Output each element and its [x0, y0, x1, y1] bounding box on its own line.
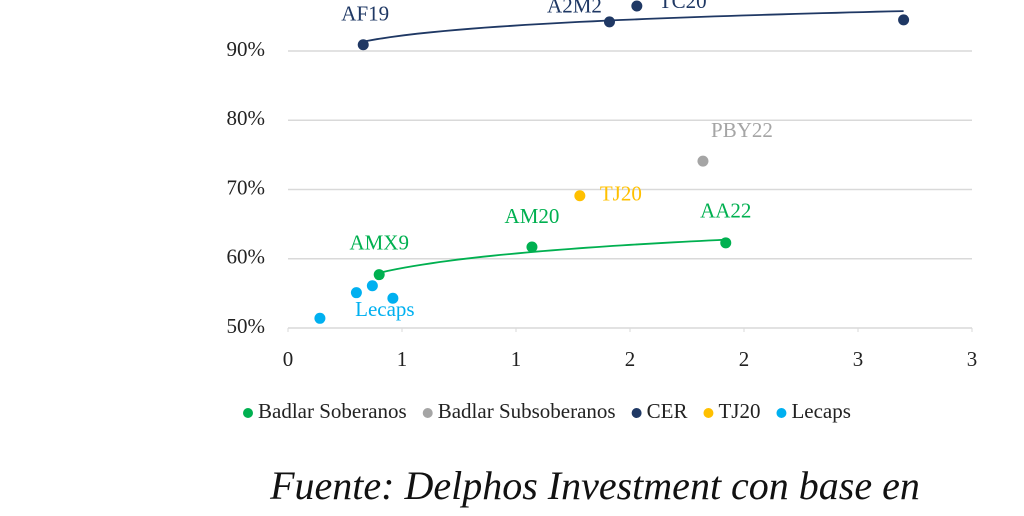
point [350, 287, 362, 299]
legend-marker [776, 408, 787, 418]
x-tick-label: 3 [967, 347, 978, 371]
legend-label: Lecaps [791, 399, 850, 423]
point [366, 280, 378, 292]
legend-marker [631, 408, 642, 418]
legend-marker [243, 408, 253, 418]
x-tick-label: 3 [853, 347, 864, 371]
y-tick-label: 90% [227, 37, 266, 61]
point [603, 16, 615, 28]
point-label: TJ20 [600, 182, 642, 206]
legend-label: CER [647, 399, 688, 423]
legend-label: Badlar Soberanos [258, 399, 407, 423]
point [387, 292, 399, 304]
point-label: AA22 [700, 199, 751, 223]
point-label: Lecaps [355, 297, 414, 321]
x-tick-label: 2 [625, 347, 636, 371]
point-label: AF19 [341, 2, 389, 26]
legend-marker [422, 408, 433, 418]
point [898, 14, 910, 26]
source-note: Fuente: Delphos Investment con base en [269, 463, 920, 508]
point [631, 0, 643, 12]
point-label: AMX9 [349, 230, 409, 254]
y-tick-label: 70% [227, 175, 266, 199]
point-label: AM20 [505, 204, 560, 228]
x-tick-label: 1 [397, 347, 408, 371]
legend-marker [703, 408, 714, 418]
y-tick-label: 80% [227, 106, 266, 130]
x-tick-label: 2 [739, 347, 750, 371]
y-tick-label: 60% [227, 245, 266, 269]
point [720, 237, 732, 249]
x-tick-label: 1 [511, 347, 522, 371]
point [697, 155, 709, 167]
point [574, 190, 586, 202]
point-label: PBY22 [711, 118, 773, 142]
legend-label: TJ20 [718, 399, 760, 423]
trendline [379, 238, 726, 274]
x-tick-label: 0 [283, 347, 294, 371]
trendline [363, 10, 904, 43]
point [357, 39, 369, 51]
legend-label: Badlar Subsoberanos [438, 399, 616, 423]
point-label: A2M2 [547, 0, 602, 18]
point [526, 241, 538, 253]
point [373, 269, 385, 281]
point-label: TC20 [659, 0, 707, 13]
point [314, 312, 326, 324]
y-tick-label: 50% [227, 314, 266, 338]
